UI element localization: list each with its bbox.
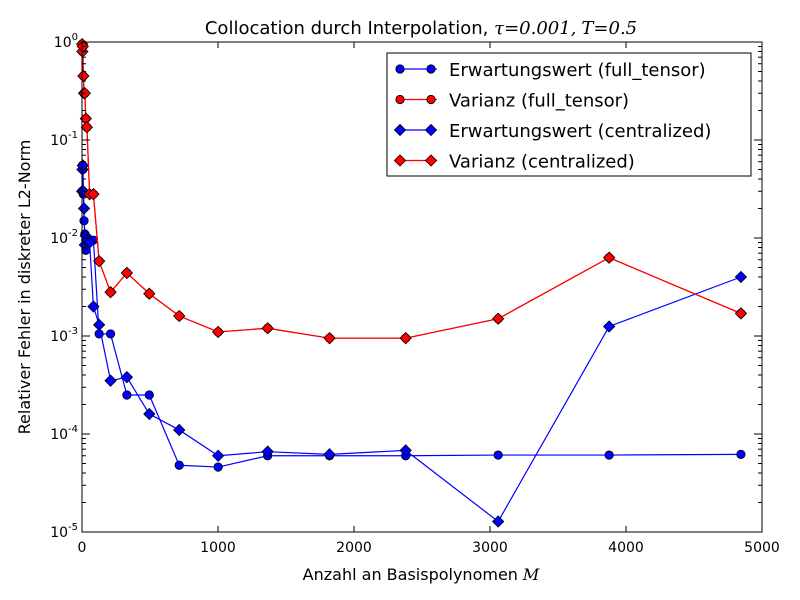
data-point <box>105 329 116 339</box>
data-point <box>144 390 154 400</box>
data-point <box>87 300 100 313</box>
data-point <box>602 251 616 264</box>
legend-label: Varianz (full_tensor) <box>449 91 629 112</box>
data-point <box>143 407 156 421</box>
legend-marker <box>393 154 407 167</box>
data-point <box>323 448 336 461</box>
y-tick-label: 100 <box>54 32 78 51</box>
legend-label: Erwartungswert (full_tensor) <box>449 60 706 81</box>
data-point <box>736 449 746 459</box>
data-point <box>83 236 96 249</box>
data-point <box>602 320 616 333</box>
data-point <box>76 159 89 172</box>
series-2 <box>75 159 748 528</box>
legend-marker <box>395 94 405 105</box>
y-tick-label: 10-1 <box>50 130 78 149</box>
legend: Erwartungswert (full_tensor) Varianz (ful… <box>386 52 752 177</box>
y-tick-label: 10-3 <box>50 326 78 345</box>
data-point <box>211 449 225 462</box>
data-point <box>173 423 186 437</box>
data-point <box>213 462 223 472</box>
series-line <box>81 44 742 339</box>
data-point <box>211 325 225 339</box>
y-axis: 100 10-1 10-2 10-3 10-4 10-5 <box>50 32 762 541</box>
data-point <box>174 460 184 470</box>
data-point <box>734 270 748 284</box>
data-point <box>143 287 156 300</box>
data-point <box>92 318 106 331</box>
data-point <box>734 307 748 320</box>
data-point <box>491 312 505 325</box>
data-point <box>493 450 503 460</box>
series-line <box>81 165 742 523</box>
y-axis-label: Relativer Fehler in diskreter L2-Norm <box>15 140 34 435</box>
x-axis: 0 1000 2000 3000 4000 5000 <box>78 42 780 556</box>
data-point <box>261 322 274 335</box>
legend-marker <box>426 64 436 74</box>
data-point <box>604 450 614 460</box>
y-tick-label: 10-4 <box>50 424 78 443</box>
x-tick-label: 1000 <box>200 540 236 556</box>
data-point <box>104 286 117 299</box>
data-point <box>80 121 94 134</box>
x-tick-label: 3000 <box>472 540 508 556</box>
data-point <box>120 266 134 280</box>
chart-title: Collocation durch Interpolation, τ=0.001… <box>205 18 637 39</box>
data-point <box>173 309 186 323</box>
data-point <box>120 371 134 384</box>
legend-marker <box>395 64 405 74</box>
legend-marker <box>393 123 407 137</box>
y-tick-label: 10-5 <box>50 522 78 541</box>
data-point <box>87 188 100 201</box>
x-tick-label: 5000 <box>744 540 780 556</box>
data-point <box>104 374 117 387</box>
data-point <box>261 445 274 458</box>
legend-marker <box>424 123 438 137</box>
data-point <box>399 332 412 345</box>
legend-marker <box>424 154 438 167</box>
legend-label: Erwartungswert (centralized) <box>449 121 711 142</box>
data-point <box>491 515 505 528</box>
plot-border <box>81 41 763 533</box>
x-tick-label: 2000 <box>336 540 372 556</box>
data-point <box>92 255 106 268</box>
data-point <box>77 69 90 83</box>
data-point <box>323 332 336 345</box>
x-tick-label: 0 <box>78 540 87 556</box>
x-tick-label: 4000 <box>608 540 644 556</box>
x-axis-label: Anzahl an Basispolynomen M <box>303 565 540 584</box>
y-tick-label: 10-2 <box>50 228 78 247</box>
legend-label: Varianz (centralized) <box>449 152 635 173</box>
data-point <box>122 390 132 400</box>
legend-box <box>386 52 752 177</box>
legend-marker <box>426 94 436 105</box>
data-point <box>399 444 412 457</box>
